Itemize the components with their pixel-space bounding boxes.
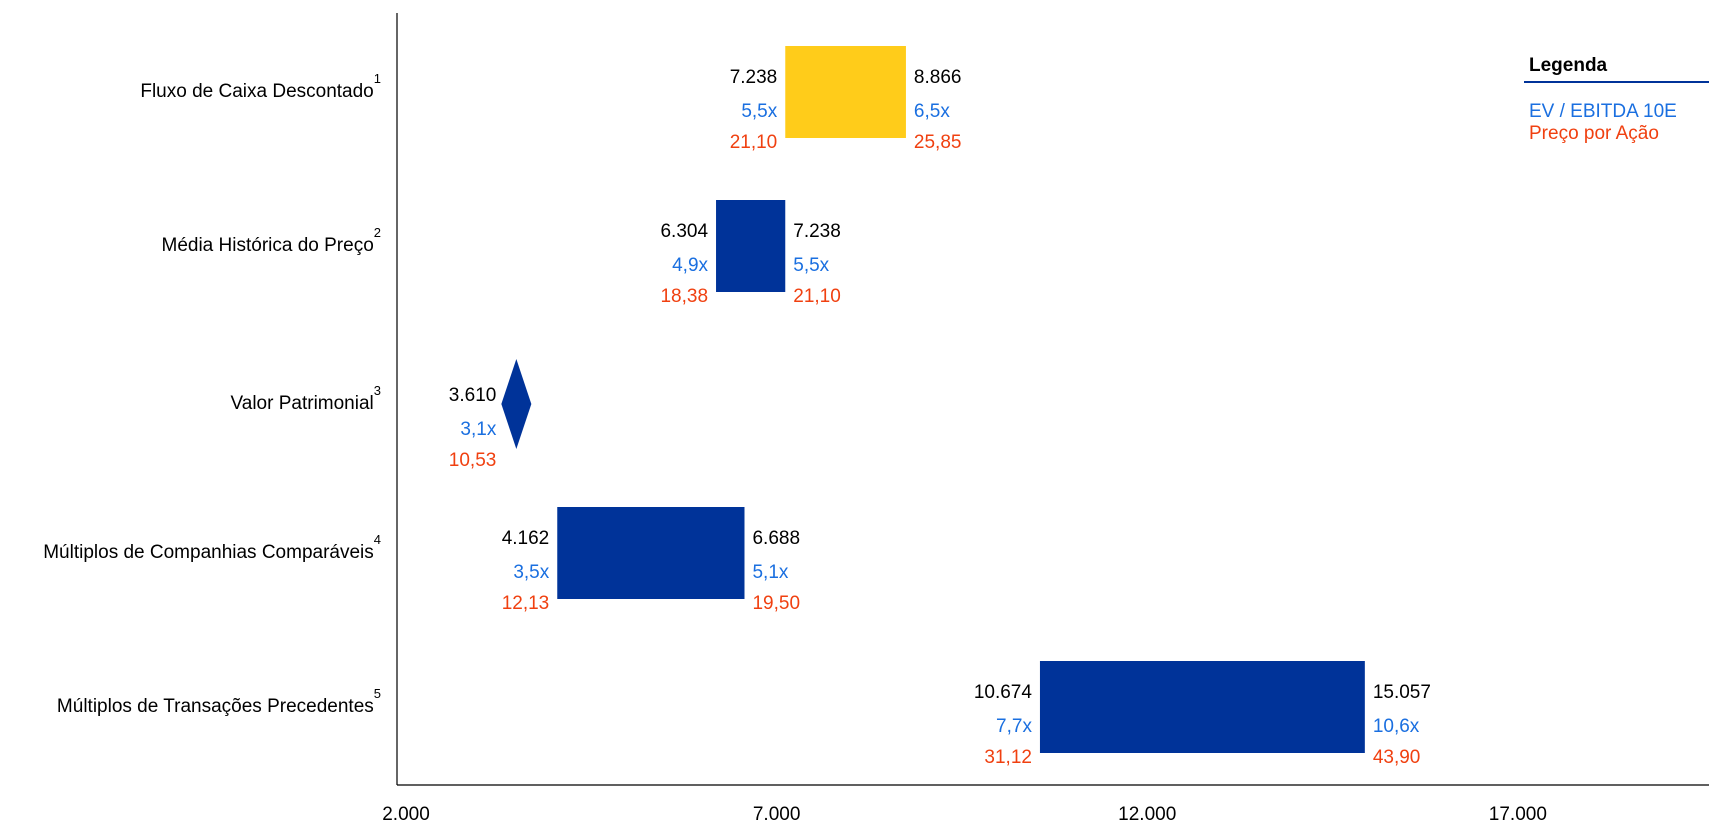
legend-title: Legenda <box>1529 55 1608 76</box>
x-tick-label: 2.000 <box>382 804 430 825</box>
value-label: 6.304 <box>660 221 708 242</box>
category-note: 2 <box>374 225 381 240</box>
x-tick-label: 12.000 <box>1118 804 1176 825</box>
category-note: 3 <box>374 383 381 398</box>
category-note: 4 <box>374 532 381 547</box>
legend-item: Preço por Ação <box>1529 123 1659 144</box>
point-diamond <box>501 359 532 449</box>
category-name: Média Histórica do Preço <box>162 235 374 256</box>
price-label: 10,53 <box>449 450 497 471</box>
multiple-label: 3,5x <box>513 562 549 583</box>
multiple-label: 7,7x <box>996 716 1032 737</box>
x-tick-label: 7.000 <box>753 804 801 825</box>
category-label: Múltiplos de Companhias Comparáveis4 <box>43 532 381 563</box>
category-label: Valor Patrimonial3 <box>231 383 382 414</box>
value-label: 7.238 <box>730 67 778 88</box>
multiple-label: 5,5x <box>793 255 829 276</box>
value-label: 15.057 <box>1373 682 1431 703</box>
category-name: Valor Patrimonial <box>231 393 374 414</box>
price-label: 25,85 <box>914 132 962 153</box>
price-label: 18,38 <box>660 286 708 307</box>
category-label: Média Histórica do Preço2 <box>162 225 382 256</box>
price-label: 21,10 <box>730 132 778 153</box>
category-note: 5 <box>374 686 381 701</box>
category-name: Múltiplos de Companhias Comparáveis <box>43 542 374 563</box>
price-label: 21,10 <box>793 286 841 307</box>
price-label: 19,50 <box>752 593 800 614</box>
multiple-label: 6,5x <box>914 101 950 122</box>
value-label: 3.610 <box>449 385 497 406</box>
price-label: 12,13 <box>502 593 550 614</box>
price-label: 31,12 <box>984 747 1032 768</box>
category-label: Fluxo de Caixa Descontado1 <box>140 71 381 102</box>
category-label: Múltiplos de Transações Precedentes5 <box>57 686 381 717</box>
category-name: Múltiplos de Transações Precedentes <box>57 696 374 717</box>
category-name: Fluxo de Caixa Descontado <box>140 81 373 102</box>
multiple-label: 4,9x <box>672 255 708 276</box>
value-label: 10.674 <box>974 682 1033 703</box>
value-label: 8.866 <box>914 67 962 88</box>
value-label: 4.162 <box>502 528 550 549</box>
multiple-label: 5,5x <box>741 101 777 122</box>
category-note: 1 <box>374 71 381 86</box>
range-bar <box>716 200 786 292</box>
x-tick-label: 17.000 <box>1489 804 1547 825</box>
legend-item: EV / EBITDA 10E <box>1529 101 1677 122</box>
range-bar <box>557 507 745 599</box>
value-label: 7.238 <box>793 221 841 242</box>
multiple-label: 10,6x <box>1373 716 1420 737</box>
range-bar <box>1039 661 1365 753</box>
multiple-label: 3,1x <box>460 419 496 440</box>
range-bar <box>785 46 906 138</box>
value-label: 6.688 <box>752 528 800 549</box>
price-label: 43,90 <box>1373 747 1421 768</box>
multiple-label: 5,1x <box>752 562 788 583</box>
